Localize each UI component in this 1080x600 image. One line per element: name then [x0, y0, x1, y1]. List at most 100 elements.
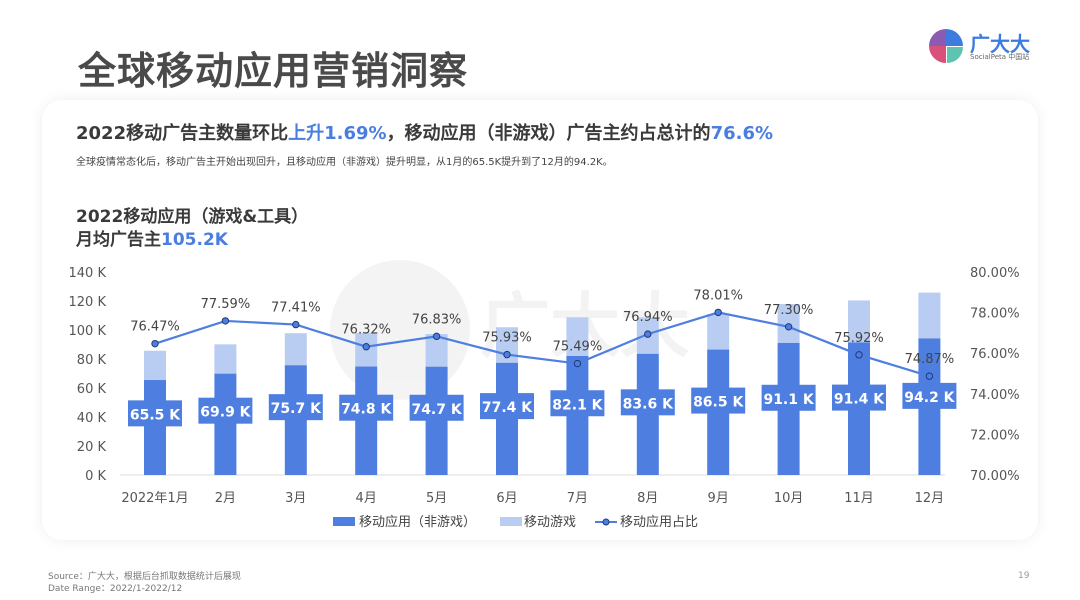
line-data-label: 77.41%	[271, 301, 321, 316]
monthly-average-value: 105.2K	[161, 230, 228, 250]
y-right-tick-label: 70.00%	[970, 469, 1020, 484]
line-point	[644, 330, 652, 338]
y-left-tick-label: 0 K	[85, 469, 106, 484]
x-tick-label: 8月	[637, 491, 658, 506]
subtitle: 全球疫情常态化后，移动广告主开始出现回升，且移动应用（非游戏）提升明显，从1月的…	[76, 157, 613, 168]
x-tick-label: 4月	[356, 491, 377, 506]
data-label-box	[761, 384, 816, 411]
bar-mobile-games	[284, 333, 307, 366]
headline-text: 2022移动广告主数量环比	[76, 123, 289, 144]
data-label-mobile-apps: 83.6 K	[623, 396, 674, 412]
line-point	[151, 339, 159, 348]
bar-mobile-games	[848, 300, 870, 343]
headline-highlight-share: 76.6%	[710, 123, 774, 144]
bar-mobile-games	[566, 317, 589, 356]
y-right-tick-label: 72.00%	[970, 428, 1020, 443]
x-tick-label: 6月	[496, 491, 517, 506]
line-data-label: 76.94%	[623, 310, 673, 325]
line-data-label: 76.83%	[412, 312, 462, 327]
line-data-label: 74.87%	[905, 352, 955, 367]
y-left-tick-label: 120 K	[69, 295, 107, 310]
chart-title-line1: 2022移动应用（游戏&工具）	[76, 207, 309, 227]
data-label-box	[691, 387, 746, 414]
data-label-box	[550, 390, 605, 417]
data-label-mobile-apps: 82.1 K	[552, 397, 603, 413]
bar-mobile-games	[707, 314, 730, 350]
line-point	[221, 317, 230, 325]
x-tick-label: 3月	[285, 491, 306, 506]
bar-mobile-apps	[355, 366, 378, 475]
logo-subtext: SocialPeta 中国站	[970, 53, 1030, 61]
data-label-mobile-apps: 74.7 K	[411, 402, 462, 418]
bar-mobile-games	[144, 350, 166, 381]
line-point	[714, 308, 722, 317]
chart-title-line2: 月均广告主	[76, 230, 161, 250]
headline-text-2: ，移动应用（非游戏）广告主约占总计的	[386, 123, 711, 144]
y-left-tick-label: 40 K	[77, 411, 107, 426]
line-point	[503, 350, 511, 359]
data-label-mobile-apps: 77.4 K	[482, 400, 533, 416]
data-label-mobile-apps: 94.2 K	[904, 390, 955, 406]
y-right-tick-label: 80.00%	[970, 266, 1020, 281]
bar-mobile-apps	[144, 380, 166, 475]
footer: Source：广大大，根据后台抓取数据统计后展现 Date Range：2022…	[48, 571, 241, 595]
date-range: Date Range：2022/1-2022/12	[48, 584, 183, 594]
line-point	[573, 359, 582, 368]
x-tick-label: 2022年1月	[121, 491, 188, 506]
y-right-tick-label: 74.00%	[970, 388, 1020, 403]
line-data-label: 76.32%	[341, 323, 391, 338]
data-label-box	[268, 394, 323, 421]
legend-label-mobile-games: 移动游戏	[524, 515, 576, 530]
data-label-box	[832, 384, 886, 411]
data-label-box	[902, 382, 957, 409]
bar-mobile-apps	[214, 373, 237, 475]
line-data-label: 77.30%	[764, 303, 814, 318]
data-label-box	[198, 397, 253, 424]
data-label-box	[339, 394, 394, 421]
chart-title: 2022移动应用（游戏&工具） 月均广告主105.2K	[76, 206, 308, 252]
legend-label-mobile-apps: 移动应用（非游戏）	[359, 514, 476, 530]
line-point	[925, 372, 934, 380]
y-right-tick-label: 76.00%	[970, 347, 1020, 362]
legend-swatch-mobile-apps	[333, 517, 355, 526]
data-label-mobile-apps: 74.8 K	[341, 402, 392, 418]
x-tick-label: 5月	[426, 491, 447, 506]
legend-swatch-share-marker	[602, 518, 610, 526]
data-label-mobile-apps: 75.7 K	[271, 401, 322, 417]
headline-highlight-growth: 上升1.69%	[288, 123, 387, 144]
data-label-mobile-apps: 69.9 K	[200, 405, 251, 421]
x-tick-label: 11月	[844, 491, 874, 506]
line-data-label: 75.93%	[482, 331, 532, 346]
data-label-box	[480, 393, 534, 420]
data-label-box	[620, 389, 675, 416]
data-label-mobile-apps: 91.1 K	[763, 392, 814, 408]
source-note: Source：广大大，根据后台抓取数据统计后展现	[48, 572, 241, 582]
logo-text: 广大大	[970, 32, 1030, 56]
logo: 广大大 SocialPeta 中国站	[928, 28, 1038, 64]
data-label-mobile-apps: 91.4 K	[834, 392, 885, 408]
data-label-mobile-apps: 86.5 K	[693, 395, 744, 411]
x-tick-label: 2月	[215, 491, 236, 506]
x-tick-label: 9月	[708, 491, 729, 506]
line-data-label: 77.59%	[201, 297, 251, 312]
y-left-tick-label: 20 K	[77, 440, 107, 455]
line-mobile-app-share	[154, 311, 930, 378]
data-label-box	[409, 394, 464, 421]
bar-mobile-games	[214, 344, 237, 374]
data-label-box	[128, 400, 182, 427]
logo-mark-icon	[929, 29, 963, 63]
page-title: 全球移动应用营销洞察	[78, 49, 469, 93]
line-data-label: 78.01%	[693, 288, 743, 303]
x-tick-label: 10月	[774, 491, 804, 506]
line-data-label: 75.92%	[834, 331, 884, 346]
line-point	[292, 320, 300, 329]
bar-mobile-games	[425, 334, 448, 367]
bar-mobile-apps	[425, 366, 448, 475]
legend-swatch-mobile-games	[500, 517, 522, 526]
y-left-tick-label: 60 K	[77, 382, 107, 397]
x-tick-label: 7月	[567, 491, 588, 506]
y-right-tick-label: 78.00%	[970, 307, 1020, 322]
bar-mobile-games	[918, 292, 941, 339]
data-label-mobile-apps: 65.5 K	[130, 407, 181, 423]
x-tick-label: 12月	[915, 491, 945, 506]
